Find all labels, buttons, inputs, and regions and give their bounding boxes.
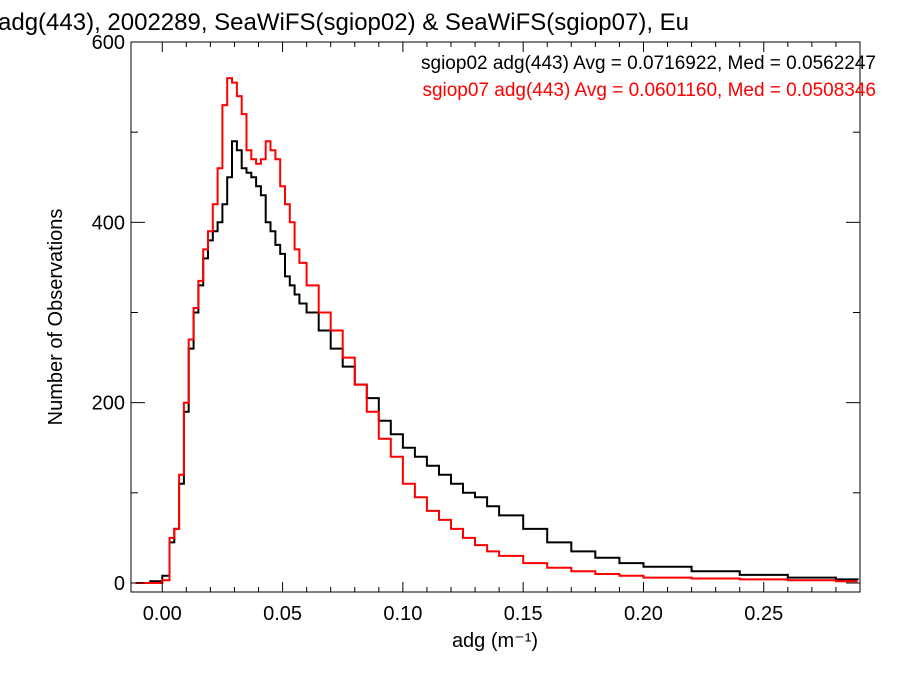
plot-area-frame bbox=[130, 41, 861, 593]
x-tick-label: 0.05 bbox=[263, 603, 302, 625]
x-tick-label: 0.00 bbox=[143, 603, 182, 625]
x-tick-label: 0.25 bbox=[744, 603, 783, 625]
y-tick-label: 0 bbox=[114, 573, 125, 595]
x-tick-label: 0.10 bbox=[383, 603, 422, 625]
x-axis-label: adg (m⁻¹) bbox=[452, 630, 538, 652]
series-line-sgiop02 bbox=[135, 140, 859, 584]
x-tick-label: 0.15 bbox=[504, 603, 543, 625]
y-tick-label: 600 bbox=[92, 32, 125, 54]
x-tick-label: 0.20 bbox=[624, 603, 663, 625]
y-tick-label: 200 bbox=[92, 393, 125, 415]
legend-entry-sgiop07: sgiop07 adg(443) Avg = 0.0601160, Med = … bbox=[422, 80, 876, 101]
series-line-sgiop07 bbox=[135, 77, 858, 584]
y-tick-label: 400 bbox=[92, 212, 125, 234]
legend-entry-sgiop02: sgiop02 adg(443) Avg = 0.0716922, Med = … bbox=[421, 53, 876, 74]
y-axis-label: Number of Observations bbox=[45, 209, 67, 426]
chart-title: adg(443), 2002289, SeaWiFS(sgiop02) & Se… bbox=[0, 9, 689, 36]
